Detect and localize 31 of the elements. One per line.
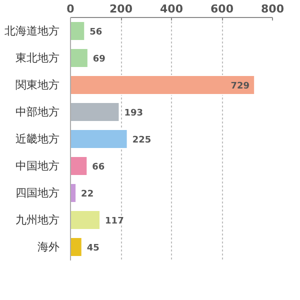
y-tick-label: 四国地方 [16,186,60,200]
y-tick-label: 中国地方 [16,160,60,172]
y-tick-label: 東北地方 [16,52,60,64]
x-tick-label: 200 [110,2,133,16]
bar [70,48,88,68]
bar [70,183,77,203]
x-tick-label: 800 [261,2,284,16]
y-tick-label: 近畿地方 [16,132,60,146]
y-tick-label: 北海道地方 [4,24,60,38]
bar [70,129,128,149]
bar [70,156,88,176]
bar [70,75,256,95]
data-label: 117 [105,216,124,226]
y-tick-label: 九州地方 [16,214,60,226]
y-tick-label: 中部地方 [16,106,60,118]
data-label: 729 [230,82,250,92]
data-label: 193 [124,108,144,118]
data-label: 45 [86,244,100,254]
data-label: 22 [81,190,94,200]
x-tick-label: 600 [210,2,234,16]
y-tick-label: 海外 [38,240,60,254]
bar [70,237,82,257]
data-label: 69 [92,54,106,64]
bar [70,21,86,41]
data-label: 56 [90,28,102,38]
x-tick-label: 0 [66,2,75,16]
x-tick-label: 400 [160,2,184,16]
data-label: 225 [132,136,152,146]
y-tick-label: 関東地方 [16,78,60,92]
bar [70,210,101,230]
data-label: 66 [92,162,105,172]
